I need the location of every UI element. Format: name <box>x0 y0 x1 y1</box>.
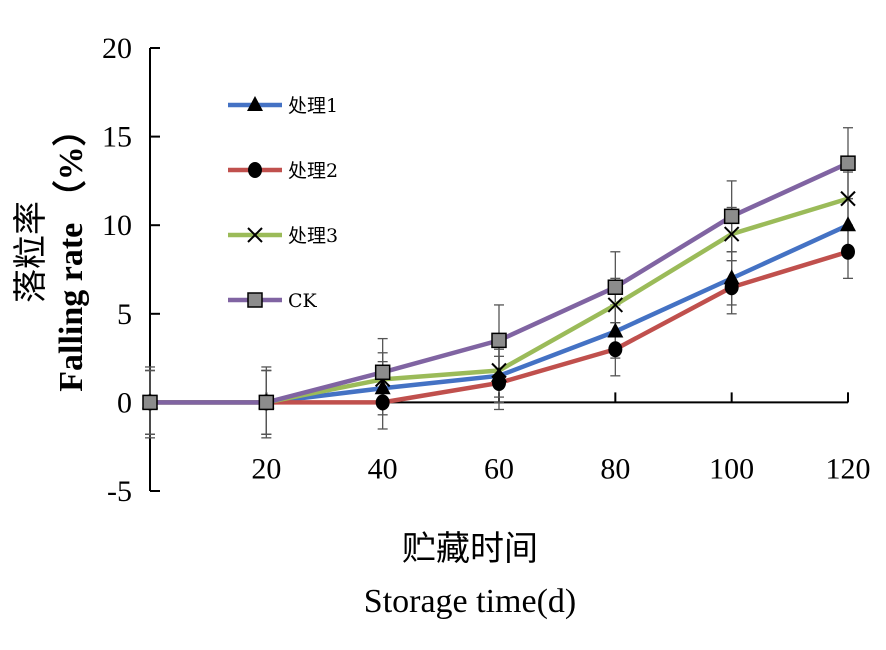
x-axis-label-chinese: 贮藏时间 <box>402 529 538 569</box>
axes: 20 15 10 5 0 -5 20 40 60 80 100 120 <box>102 32 871 508</box>
data-point-x <box>607 297 624 313</box>
data-point-circle <box>248 162 262 178</box>
data-point-circle <box>375 394 390 411</box>
legend-item: 处理3 <box>228 225 338 247</box>
y-tick-label: 15 <box>102 121 132 154</box>
y-axis-label-chinese-group: 落粒率 <box>12 201 50 303</box>
legend: 处理1 处理2 处理3 CK <box>228 95 338 312</box>
data-point-circle <box>841 243 855 260</box>
data-point-x <box>247 227 263 243</box>
legend-item: 处理1 <box>228 95 338 117</box>
data-point-square <box>491 332 507 349</box>
data-point-circle <box>608 341 623 358</box>
legend-item: 处理2 <box>228 160 338 182</box>
y-tick-label: 0 <box>117 386 132 419</box>
series-markers <box>142 155 856 411</box>
y-axis-label-english: Falling rate （%） <box>51 112 90 392</box>
legend-label: 处理2 <box>288 160 338 182</box>
data-point-square <box>840 155 856 171</box>
x-tick-label: 40 <box>368 452 398 485</box>
data-point-square <box>607 279 624 295</box>
y-tick-label: 10 <box>102 209 132 242</box>
x-tick-label: 20 <box>251 452 281 485</box>
x-tick-label: 60 <box>484 452 514 485</box>
data-point-triangle <box>374 379 391 395</box>
data-point-circle <box>492 374 506 391</box>
data-point-triangle <box>607 322 624 338</box>
x-tick-label: 80 <box>600 452 630 485</box>
data-point-triangle <box>247 96 263 111</box>
data-point-x <box>840 190 856 207</box>
y-tick-label: 20 <box>102 32 132 65</box>
data-point-x <box>723 226 740 242</box>
data-point-x <box>491 362 507 379</box>
data-point-square <box>247 292 263 308</box>
y-tick-label: 5 <box>117 298 132 331</box>
data-point-square <box>258 394 275 411</box>
data-point-square <box>723 208 740 225</box>
data-point-triangle <box>840 216 856 232</box>
x-tick-label: 100 <box>709 452 754 485</box>
legend-label: CK <box>288 290 318 312</box>
y-tick-label: -5 <box>107 475 132 508</box>
legend-label: 处理1 <box>288 95 338 117</box>
legend-item: CK <box>228 290 318 312</box>
data-point-triangle <box>723 269 740 285</box>
y-axis-label-chinese: 落粒率 <box>12 201 50 303</box>
y-axis-label-english-group: Falling rate （%） <box>51 112 90 392</box>
legend-label: 处理3 <box>288 225 338 247</box>
data-point-square <box>142 394 158 411</box>
x-tick-label: 120 <box>826 452 871 485</box>
x-axis-label-english: Storage time(d) <box>364 583 576 620</box>
data-point-circle <box>724 279 739 296</box>
data-point-square <box>374 364 391 381</box>
